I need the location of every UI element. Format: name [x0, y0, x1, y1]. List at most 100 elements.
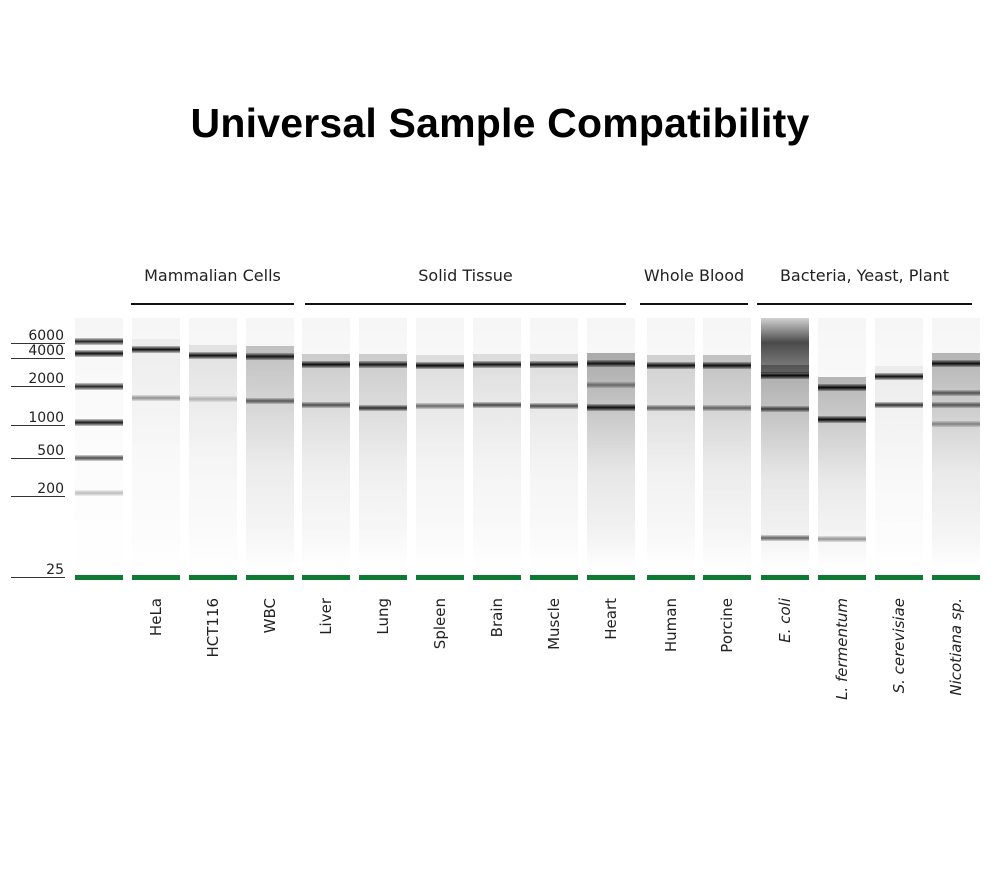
gel-band	[932, 390, 980, 396]
ladder-tick-line	[11, 458, 65, 459]
lower-marker-band	[530, 575, 578, 580]
gel-lane	[246, 318, 294, 584]
ladder-tick-line	[11, 496, 65, 497]
lane-smear	[703, 355, 751, 568]
gel-lane	[703, 318, 751, 584]
gel-band	[75, 349, 123, 357]
lane-smear	[587, 353, 635, 568]
gel-band	[932, 359, 980, 367]
lane-smear	[647, 355, 695, 568]
lower-marker-band	[703, 575, 751, 580]
lane-label: Human	[662, 598, 680, 653]
group-label: Whole Blood	[643, 266, 745, 285]
lane-label: Spleen	[431, 598, 449, 650]
lane-smear	[189, 345, 237, 568]
gel-lane	[473, 318, 521, 584]
ladder-tick-label: 500	[37, 443, 64, 459]
lane-label: WBC	[261, 598, 279, 634]
ladder-tick-label: 200	[37, 481, 64, 497]
gel-band	[530, 360, 578, 368]
gel-lane	[530, 318, 578, 584]
lane-smear	[302, 354, 350, 568]
gel-band	[246, 398, 294, 404]
gel-lane	[359, 318, 407, 584]
gel-band	[647, 361, 695, 369]
high-mw-smear	[761, 318, 809, 373]
gel-band	[530, 403, 578, 409]
gel-band	[647, 405, 695, 411]
gel-band	[132, 395, 180, 401]
gel-band	[932, 402, 980, 408]
lane-smear	[875, 366, 923, 568]
gel-band	[189, 351, 237, 359]
lane-label: Liver	[317, 598, 335, 635]
lane-smear	[530, 354, 578, 568]
page-title: Universal Sample Compatibility	[190, 100, 810, 146]
lower-marker-band	[875, 575, 923, 580]
lane-label: HCT116	[204, 598, 222, 658]
gel-band	[359, 405, 407, 411]
gel-band	[75, 337, 123, 345]
gel-lane	[647, 318, 695, 584]
ladder-tick-line	[11, 386, 65, 387]
gel-band	[932, 421, 980, 427]
lower-marker-band	[818, 575, 866, 580]
lower-marker-band	[473, 575, 521, 580]
lane-smear	[132, 339, 180, 568]
lane-label: Heart	[602, 598, 620, 640]
lane-label: Nicotiana sp.	[947, 598, 965, 696]
lane-smear	[359, 354, 407, 568]
lane-smear	[473, 354, 521, 568]
lane-label: L. fermentum	[833, 598, 851, 700]
gel-band	[189, 396, 237, 402]
gel-band	[587, 403, 635, 411]
gel-band	[416, 361, 464, 369]
gel-lane	[189, 318, 237, 584]
lane-label: E. coli	[776, 598, 794, 643]
gel-lane	[761, 318, 809, 584]
lower-marker-band	[761, 575, 809, 580]
gel-band	[473, 360, 521, 368]
gel-band	[703, 361, 751, 369]
group-label: Solid Tissue	[418, 266, 513, 285]
lane-smear	[416, 355, 464, 568]
gel-band	[818, 536, 866, 542]
gel-band	[587, 359, 635, 367]
lane-smear	[761, 365, 809, 568]
group-label: Mammalian Cells	[144, 266, 281, 285]
lane-label: Lung	[374, 598, 392, 635]
gel-band	[761, 535, 809, 541]
group-bracket-line	[757, 303, 972, 305]
ladder-tick-line	[11, 577, 65, 578]
group-bracket-line	[131, 303, 294, 305]
lower-marker-band	[189, 575, 237, 580]
lower-marker-band	[75, 575, 123, 580]
gel-band	[75, 418, 123, 426]
lower-marker-band	[647, 575, 695, 580]
lower-marker-band	[587, 575, 635, 580]
group-label: Bacteria, Yeast, Plant	[779, 266, 950, 285]
lane-smear	[932, 353, 980, 568]
gel-lane	[132, 318, 180, 584]
gel-lane	[75, 318, 123, 584]
lower-marker-band	[302, 575, 350, 580]
lane-label: Brain	[488, 598, 506, 638]
gel-band	[875, 402, 923, 408]
gel-lane	[587, 318, 635, 584]
ladder-tick-line	[11, 425, 65, 426]
gel-band	[875, 372, 923, 380]
gel-band	[761, 371, 809, 379]
lower-marker-band	[359, 575, 407, 580]
ladder-tick-label: 4000	[28, 343, 64, 359]
gel-band	[818, 415, 866, 423]
lane-label: Muscle	[545, 598, 563, 650]
gel-band	[818, 383, 866, 391]
lower-marker-band	[132, 575, 180, 580]
lane-smear	[246, 346, 294, 568]
gel-band	[473, 402, 521, 408]
group-bracket-line	[640, 303, 748, 305]
ladder-tick-label: 1000	[28, 410, 64, 426]
lane-label: HeLa	[147, 598, 165, 637]
gel-band	[302, 402, 350, 408]
gel-band	[246, 352, 294, 360]
